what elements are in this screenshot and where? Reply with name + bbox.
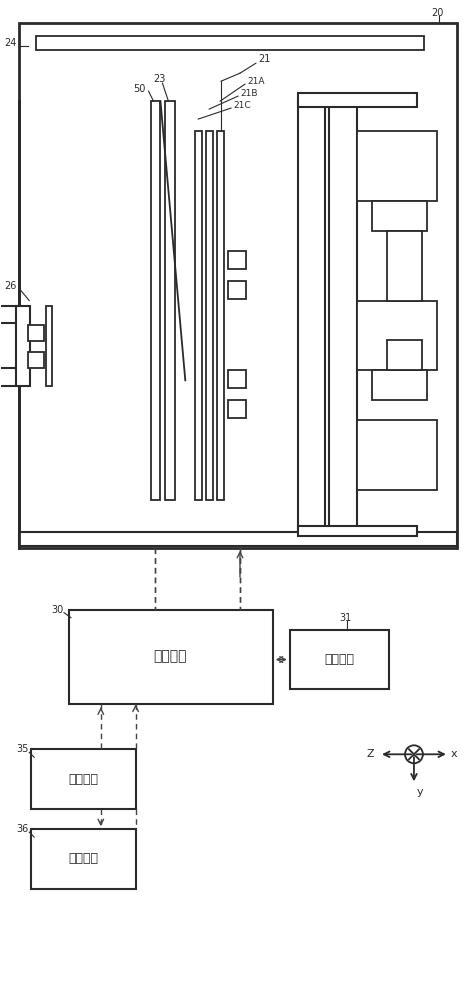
Bar	[357, 301, 437, 370]
Bar	[298, 93, 417, 107]
Text: 31: 31	[340, 613, 352, 623]
Bar	[28, 352, 44, 368]
Bar	[46, 306, 52, 386]
Text: 50: 50	[133, 84, 146, 94]
Bar	[228, 400, 246, 418]
Bar	[19, 23, 456, 548]
Text: 24: 24	[4, 38, 17, 48]
Text: 21C: 21C	[233, 101, 251, 110]
Bar	[31, 749, 135, 809]
Text: x: x	[451, 749, 457, 759]
Text: 30: 30	[51, 605, 63, 615]
Bar	[165, 101, 175, 500]
Bar	[372, 201, 427, 231]
Bar	[19, 532, 456, 546]
Bar	[357, 420, 437, 490]
Text: 21: 21	[258, 54, 270, 64]
Text: 输出装置: 输出装置	[68, 852, 98, 865]
Text: 35: 35	[16, 744, 28, 754]
Text: 存储装置: 存储装置	[324, 653, 354, 666]
Bar	[217, 131, 224, 500]
Text: 26: 26	[4, 281, 17, 291]
Bar	[357, 131, 437, 201]
Bar	[36, 36, 424, 50]
Bar	[228, 251, 246, 269]
Bar	[298, 526, 417, 536]
Text: y: y	[417, 787, 424, 797]
Bar	[228, 370, 246, 388]
Text: Z: Z	[366, 749, 374, 759]
Bar	[290, 630, 389, 689]
Bar	[0, 306, 21, 323]
Text: 21B: 21B	[240, 89, 257, 98]
Bar	[228, 281, 246, 299]
Text: 23: 23	[153, 74, 166, 84]
Text: 36: 36	[16, 824, 28, 834]
Text: 输入装置: 输入装置	[68, 773, 98, 786]
Bar	[28, 325, 44, 341]
Bar	[206, 131, 213, 500]
Bar	[387, 340, 422, 370]
Bar	[387, 231, 422, 301]
Text: 20: 20	[431, 8, 443, 18]
Bar	[0, 368, 21, 386]
Bar	[31, 829, 135, 889]
Text: 控制装置: 控制装置	[153, 650, 187, 664]
Bar	[330, 101, 357, 530]
Text: 21A: 21A	[247, 77, 265, 86]
Bar	[298, 101, 325, 530]
Bar	[195, 131, 202, 500]
Bar	[69, 610, 273, 704]
Bar	[16, 306, 30, 386]
Bar	[372, 370, 427, 400]
Bar	[151, 101, 161, 500]
